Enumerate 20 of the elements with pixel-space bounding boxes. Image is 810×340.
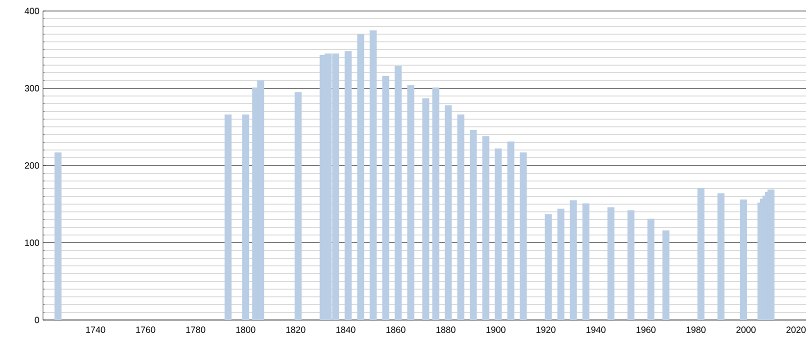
x-tick-label: 1900 (486, 326, 506, 333)
x-tick-label: 2000 (736, 326, 756, 333)
x-tick-label: 1740 (86, 326, 106, 333)
x-tick-label: 1880 (436, 326, 456, 333)
x-tick-label: 1840 (336, 326, 356, 333)
x-tick-label: 2020 (786, 326, 806, 333)
x-tick-label: 1760 (136, 326, 156, 333)
x-tick-label: 1800 (236, 326, 256, 333)
x-tick-label: 1980 (686, 326, 706, 333)
y-tick-label: 100 (25, 240, 40, 246)
y-tick-label: 400 (24, 8, 40, 14)
x-tick-label: 1820 (286, 326, 306, 333)
x-tick-label: 1960 (636, 326, 656, 333)
y-tick-label: 300 (24, 85, 40, 92)
x-tick-label: 1920 (536, 326, 556, 333)
y-tick-label: 200 (24, 162, 40, 169)
y-tick-label: 0 (34, 316, 40, 324)
x-tick-label: 1780 (186, 326, 206, 333)
x-tick-label: 1860 (386, 326, 406, 333)
x-tick-label: 1940 (586, 326, 606, 333)
